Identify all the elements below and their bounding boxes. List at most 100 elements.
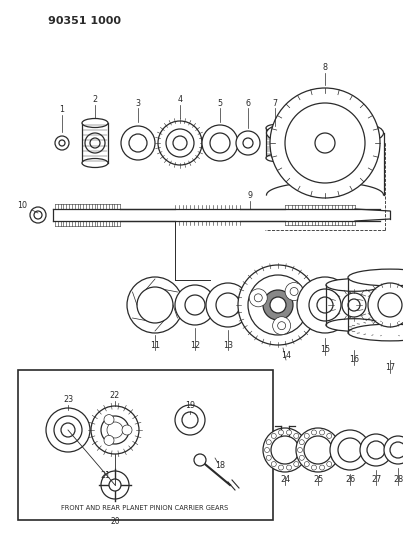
Circle shape [185, 295, 205, 315]
Circle shape [287, 430, 291, 435]
Circle shape [248, 275, 308, 335]
Text: 23: 23 [63, 395, 73, 405]
Circle shape [243, 138, 253, 148]
Circle shape [109, 479, 121, 491]
Circle shape [127, 277, 183, 333]
Text: 12: 12 [190, 341, 200, 350]
Text: 13: 13 [223, 341, 233, 350]
Circle shape [309, 289, 341, 321]
Circle shape [285, 103, 365, 183]
Circle shape [30, 207, 46, 223]
Text: 5: 5 [218, 99, 222, 108]
Circle shape [312, 430, 316, 435]
Circle shape [264, 448, 270, 453]
Text: 1: 1 [60, 106, 64, 115]
Circle shape [390, 442, 403, 458]
Circle shape [175, 285, 215, 325]
Text: 27: 27 [371, 475, 381, 484]
Circle shape [236, 131, 260, 155]
Circle shape [61, 423, 75, 437]
Text: 15: 15 [320, 345, 330, 354]
Circle shape [301, 448, 305, 453]
Circle shape [320, 465, 324, 470]
Circle shape [332, 455, 337, 461]
Circle shape [285, 282, 303, 301]
Circle shape [101, 416, 129, 444]
Circle shape [299, 455, 304, 461]
Text: 22: 22 [110, 392, 120, 400]
Circle shape [342, 293, 366, 317]
Circle shape [202, 125, 238, 161]
Ellipse shape [266, 118, 384, 148]
Circle shape [330, 430, 370, 470]
Circle shape [278, 465, 283, 470]
Circle shape [320, 430, 324, 435]
Text: 8: 8 [322, 63, 328, 72]
Circle shape [122, 425, 132, 435]
Circle shape [166, 129, 194, 157]
Text: 25: 25 [313, 475, 323, 484]
Circle shape [327, 433, 332, 439]
Circle shape [384, 436, 403, 464]
Circle shape [206, 283, 250, 327]
Circle shape [271, 436, 299, 464]
Circle shape [297, 448, 303, 453]
Circle shape [238, 265, 318, 345]
Circle shape [266, 440, 271, 445]
Text: 20: 20 [110, 518, 120, 527]
Ellipse shape [266, 125, 284, 132]
Circle shape [304, 433, 309, 439]
Circle shape [129, 134, 147, 152]
Ellipse shape [348, 324, 403, 341]
Circle shape [332, 440, 337, 445]
Circle shape [299, 440, 304, 445]
Ellipse shape [266, 155, 284, 161]
Text: 28: 28 [393, 475, 403, 484]
Circle shape [348, 299, 360, 311]
Circle shape [210, 133, 230, 153]
Circle shape [55, 136, 69, 150]
Circle shape [270, 88, 380, 198]
Circle shape [182, 412, 198, 428]
Circle shape [304, 462, 309, 466]
Text: 10: 10 [17, 200, 27, 209]
Circle shape [91, 406, 139, 454]
Ellipse shape [326, 319, 382, 332]
Text: 4: 4 [177, 95, 183, 104]
Circle shape [194, 454, 206, 466]
Text: 16: 16 [349, 356, 359, 365]
Circle shape [121, 126, 155, 160]
Text: 19: 19 [185, 401, 195, 410]
Circle shape [158, 121, 202, 165]
Text: 11: 11 [150, 341, 160, 350]
Circle shape [367, 441, 385, 459]
Ellipse shape [82, 118, 108, 127]
Text: 3: 3 [135, 99, 141, 108]
Circle shape [270, 297, 286, 313]
Circle shape [297, 277, 353, 333]
Circle shape [85, 133, 105, 153]
Circle shape [266, 455, 271, 461]
Circle shape [312, 465, 316, 470]
Circle shape [299, 455, 304, 461]
Bar [18, 370, 273, 520]
Circle shape [59, 140, 65, 146]
Circle shape [54, 416, 82, 444]
Circle shape [173, 136, 187, 150]
Circle shape [175, 405, 205, 435]
Circle shape [46, 408, 90, 452]
Text: 90351 1000: 90351 1000 [48, 16, 121, 26]
Circle shape [290, 287, 298, 295]
Circle shape [101, 471, 129, 499]
Circle shape [104, 415, 114, 425]
Circle shape [315, 133, 335, 153]
Circle shape [107, 422, 123, 438]
Circle shape [263, 428, 307, 472]
Polygon shape [206, 129, 220, 157]
Circle shape [317, 297, 333, 313]
Text: 18: 18 [215, 461, 225, 470]
Ellipse shape [82, 158, 108, 167]
Ellipse shape [348, 269, 403, 286]
Circle shape [338, 438, 362, 462]
Circle shape [90, 138, 100, 148]
